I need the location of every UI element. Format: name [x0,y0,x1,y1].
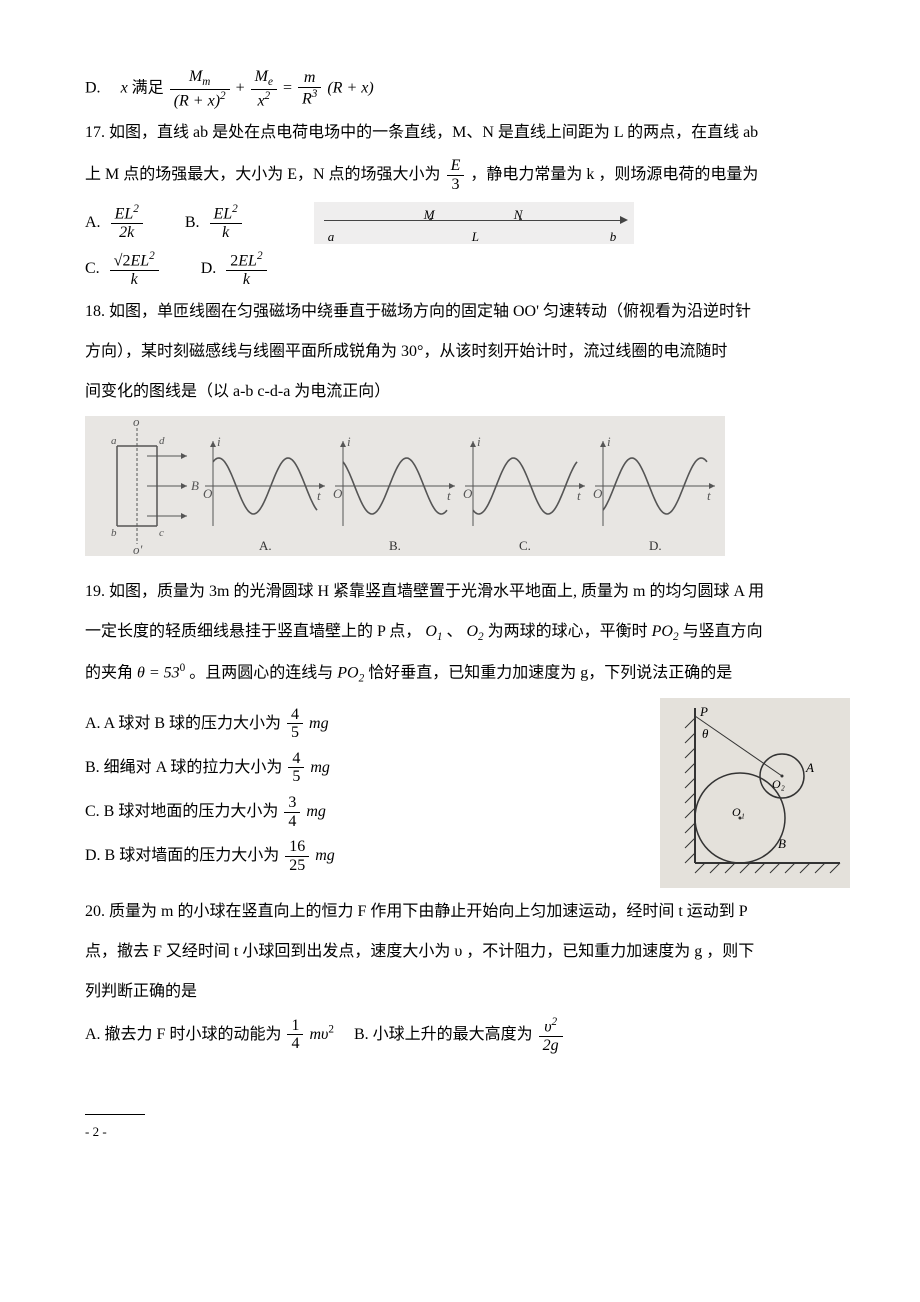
svg-text:b: b [111,527,117,539]
arrow-icon [620,216,628,224]
frac-E3: E 3 [447,157,465,193]
q-number: 18. [85,303,105,320]
svg-text:o': o' [133,542,143,556]
svg-text:O: O [203,486,213,501]
svg-text:t: t [317,488,321,503]
svg-text:i: i [607,434,611,449]
svg-text:D.: D. [649,538,662,553]
q17-stem-line2: 上 M 点的场强最大，大小为 E，N 点的场强大小为 E 3 ，静电力常量为 k… [85,157,850,193]
q20-optB: B. 小球上升的最大高度为 υ22g [354,1026,565,1043]
svg-text:A: A [805,760,814,775]
q-number: 19. [85,583,105,600]
q17-stem-line1: 17. 如图，直线 ab 是处在点电荷电场中的一条直线，M、N 是直线上间距为 … [85,117,850,149]
svg-text:A.: A. [259,538,272,553]
svg-text:t: t [577,488,581,503]
line-ab [324,220,624,221]
svg-text:t: t [707,488,711,503]
q19-options-and-figure: A. A 球对 B 球的压力大小为 45 mg B. 细绳对 A 球的拉力大小为… [85,698,850,888]
q20-stem-line3: 列判断正确的是 [85,976,850,1008]
q19-stem-line1: 19. 如图，质量为 3m 的光滑圆球 H 紧靠竖直墙壁置于光滑水平地面上, 质… [85,576,850,608]
text: 满足 [132,79,168,96]
svg-text:P: P [699,704,708,719]
stem-text: 如图，直线 ab 是处在点电荷电场中的一条直线，M、N 是直线上间距为 L 的两… [109,124,758,141]
q17-optA: A. EL22k [85,203,145,242]
q17-opts-row1: A. EL22k B. EL2k a M L N b [85,202,850,244]
q19-svg: P θ A B O₁ O₂ [660,698,850,888]
svg-text:O₂: O₂ [772,777,785,791]
svg-text:C.: C. [519,538,531,553]
frac-3: m R3 [298,69,321,108]
var-x: x [121,79,128,96]
opt-label: D. [85,79,117,96]
svg-text:B: B [191,478,199,493]
q18-stem-line1: 18. 如图，单匝线圈在匀强磁场中绕垂直于磁场方向的固定轴 OO' 匀速转动（俯… [85,296,850,328]
q18-svg: oo'BadbcitOA.itOB.itOC.itOD. [85,416,725,556]
q19-optC: C. B 球对地面的压力大小为 34 mg [85,794,630,830]
svg-text:o: o [133,416,140,429]
svg-text:O₁: O₁ [732,805,745,819]
svg-text:O: O [463,486,473,501]
q19-optB: B. 细绳对 A 球的拉力大小为 45 mg [85,750,630,786]
page-number: - 2 - [85,1119,850,1145]
q19-optD: D. B 球对墙面的压力大小为 1625 mg [85,838,630,874]
q-number: 20. [85,903,105,920]
svg-text:c: c [159,527,164,539]
stem-text: ，静电力常量为 k ，则场源电荷的电量为 [470,166,758,183]
svg-text:i: i [217,434,221,449]
q17-optD: D. 22ELEL2k [201,250,269,289]
svg-text:i: i [477,434,481,449]
q19-figure: P θ A B O₁ O₂ [660,698,850,888]
svg-text:B.: B. [389,538,401,553]
svg-text:O: O [333,486,343,501]
q20-stem-line1: 20. 质量为 m 的小球在竖直向上的恒力 F 作用下由静止开始向上匀加速运动，… [85,896,850,928]
q20-opts-row: A. 撤去力 F 时小球的动能为 14 mυ2 B. 小球上升的最大高度为 υ2… [85,1016,850,1055]
svg-text:θ: θ [702,726,709,741]
q18-stem-line3: 间变化的图线是（以 a-b c-d-a 为电流正向） [85,376,850,408]
svg-text:O: O [593,486,603,501]
q19-stem-line3: 的夹角 θ = 530 。且两圆心的连线与 PO2 恰好垂直，已知重力加速度为 … [85,657,850,690]
q17-opts-row2: C. √2EL2k D. 22ELEL2k [85,250,850,289]
q20-optA: A. 撤去力 F 时小球的动能为 14 mυ2 [85,1026,338,1043]
stem-text: 上 M 点的场强最大，大小为 E，N 点的场强大小为 [85,166,441,183]
footer-rule [85,1114,145,1115]
q-number: 17. [85,124,105,141]
q17-optC: C. √2EL2k [85,250,161,289]
frac-2: Me x2 [251,68,277,109]
q19-stem-line2: 一定长度的轻质细线悬挂于竖直墙壁上的 P 点， O1 、 O2 为两球的球心，平… [85,616,850,649]
svg-text:B: B [778,836,786,851]
q16-optD: D. x 满足 Mm (R + x)2 + Me x2 = m R3 (R + … [85,68,850,109]
svg-text:a: a [111,435,117,447]
q17-figure: a M L N b [314,202,634,244]
svg-text:d: d [159,435,165,447]
svg-text:i: i [347,434,351,449]
frac-1: Mm (R + x)2 [170,68,230,109]
q17-optB: B. EL2k [185,203,244,242]
q18-stem-line2: 方向），某时刻磁感线与线圈平面所成锐角为 30°，从该时刻开始计时，流过线圈的电… [85,336,850,368]
svg-text:t: t [447,488,451,503]
q18-figure-row: oo'BadbcitOA.itOB.itOC.itOD. [85,416,850,568]
q20-stem-line2: 点，撤去 F 又经时间 t 小球回到出发点，速度大小为 υ ，不计阻力，已知重力… [85,936,850,968]
q19-optA: A. A 球对 B 球的压力大小为 45 mg [85,706,630,742]
